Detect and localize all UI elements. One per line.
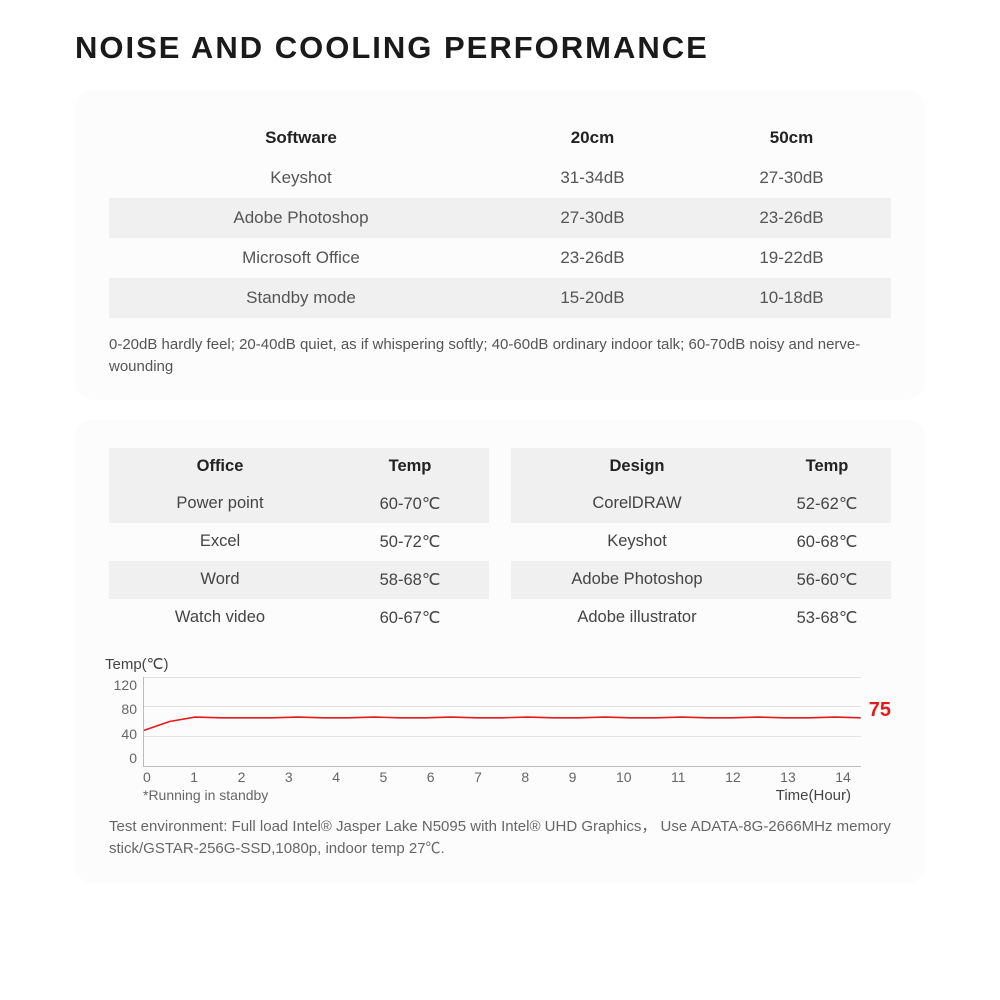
cell: 60-68℃ bbox=[763, 523, 891, 561]
cell: Word bbox=[109, 561, 331, 599]
xtick: 11 bbox=[671, 769, 686, 785]
cell: 50-72℃ bbox=[331, 523, 489, 561]
run-note: *Running in standby bbox=[143, 787, 268, 804]
cell: 53-68℃ bbox=[763, 599, 891, 637]
xtick: 3 bbox=[285, 769, 293, 785]
table-row: Watch video60-67℃ bbox=[109, 599, 489, 637]
cell: Excel bbox=[109, 523, 331, 561]
table-row: Standby mode 15-20dB 10-18dB bbox=[109, 278, 891, 318]
xtick: 4 bbox=[332, 769, 340, 785]
chart-ylabel: Temp(℃) bbox=[105, 655, 891, 673]
noise-card: Software 20cm 50cm Keyshot 31-34dB 27-30… bbox=[75, 90, 925, 400]
env-note: Test environment: Full load Intel® Jaspe… bbox=[109, 816, 891, 861]
table-row: Excel50-72℃ bbox=[109, 523, 489, 561]
col-design: Design bbox=[511, 448, 763, 485]
table-row: Microsoft Office 23-26dB 19-22dB bbox=[109, 238, 891, 278]
x-ticks: 0 1 2 3 4 5 6 7 8 9 10 11 12 13 14 bbox=[143, 769, 891, 785]
ytick: 40 bbox=[109, 726, 137, 742]
cell: 15-20dB bbox=[493, 278, 692, 318]
xtick: 5 bbox=[379, 769, 387, 785]
cell: 58-68℃ bbox=[331, 561, 489, 599]
temp-chart: Temp(℃) 120 80 40 0 75 0 1 2 3 4 bbox=[109, 655, 891, 804]
noise-footnote: 0-20dB hardly feel; 20-40dB quiet, as if… bbox=[109, 334, 891, 378]
xtick: 2 bbox=[238, 769, 246, 785]
table-row: Adobe illustrator53-68℃ bbox=[511, 599, 891, 637]
cell: 31-34dB bbox=[493, 158, 692, 198]
cell: Keyshot bbox=[109, 158, 493, 198]
col-software: Software bbox=[109, 118, 493, 158]
xtick: 9 bbox=[569, 769, 577, 785]
table-row: Adobe Photoshop56-60℃ bbox=[511, 561, 891, 599]
cell: CorelDRAW bbox=[511, 485, 763, 523]
table-row: Keyshot 31-34dB 27-30dB bbox=[109, 158, 891, 198]
cell: Watch video bbox=[109, 599, 331, 637]
cell: 56-60℃ bbox=[763, 561, 891, 599]
xtick: 0 bbox=[143, 769, 151, 785]
cell: 10-18dB bbox=[692, 278, 891, 318]
ytick: 80 bbox=[109, 701, 137, 717]
table-row: Adobe Photoshop 27-30dB 23-26dB bbox=[109, 198, 891, 238]
cell: 52-62℃ bbox=[763, 485, 891, 523]
xtick: 8 bbox=[521, 769, 529, 785]
x-axis-label: Time(Hour) bbox=[776, 787, 851, 804]
cell: Adobe Photoshop bbox=[511, 561, 763, 599]
cell: 60-70℃ bbox=[331, 485, 489, 523]
page-title: NOISE AND COOLING PERFORMANCE bbox=[75, 30, 925, 66]
cell: Adobe Photoshop bbox=[109, 198, 493, 238]
cooling-card: Office Temp Power point60-70℃ Excel50-72… bbox=[75, 420, 925, 883]
cell: 27-30dB bbox=[493, 198, 692, 238]
cell: Adobe illustrator bbox=[511, 599, 763, 637]
col-office: Office bbox=[109, 448, 331, 485]
col-50cm: 50cm bbox=[692, 118, 891, 158]
xtick: 13 bbox=[780, 769, 796, 785]
xtick: 10 bbox=[616, 769, 632, 785]
table-row: Keyshot60-68℃ bbox=[511, 523, 891, 561]
y-ticks: 120 80 40 0 bbox=[109, 677, 143, 767]
cell: 23-26dB bbox=[493, 238, 692, 278]
col-temp: Temp bbox=[331, 448, 489, 485]
col-temp: Temp bbox=[763, 448, 891, 485]
cell: Keyshot bbox=[511, 523, 763, 561]
plot-area bbox=[143, 677, 861, 767]
ytick: 0 bbox=[109, 750, 137, 766]
temp-table-design: Design Temp CorelDRAW52-62℃ Keyshot60-68… bbox=[511, 448, 891, 637]
cell: 60-67℃ bbox=[331, 599, 489, 637]
ytick: 120 bbox=[109, 677, 137, 693]
cell: Standby mode bbox=[109, 278, 493, 318]
noise-table: Software 20cm 50cm Keyshot 31-34dB 27-30… bbox=[109, 118, 891, 318]
end-value: 75 bbox=[869, 699, 891, 722]
cell: Power point bbox=[109, 485, 331, 523]
xtick: 1 bbox=[190, 769, 198, 785]
line-path bbox=[144, 677, 861, 766]
cell: 27-30dB bbox=[692, 158, 891, 198]
table-row: Word58-68℃ bbox=[109, 561, 489, 599]
xtick: 14 bbox=[835, 769, 851, 785]
temp-table-office: Office Temp Power point60-70℃ Excel50-72… bbox=[109, 448, 489, 637]
cell: 23-26dB bbox=[692, 198, 891, 238]
cell: Microsoft Office bbox=[109, 238, 493, 278]
table-row: CorelDRAW52-62℃ bbox=[511, 485, 891, 523]
table-row: Power point60-70℃ bbox=[109, 485, 489, 523]
xtick: 12 bbox=[725, 769, 741, 785]
xtick: 6 bbox=[427, 769, 435, 785]
cell: 19-22dB bbox=[692, 238, 891, 278]
col-20cm: 20cm bbox=[493, 118, 692, 158]
xtick: 7 bbox=[474, 769, 482, 785]
